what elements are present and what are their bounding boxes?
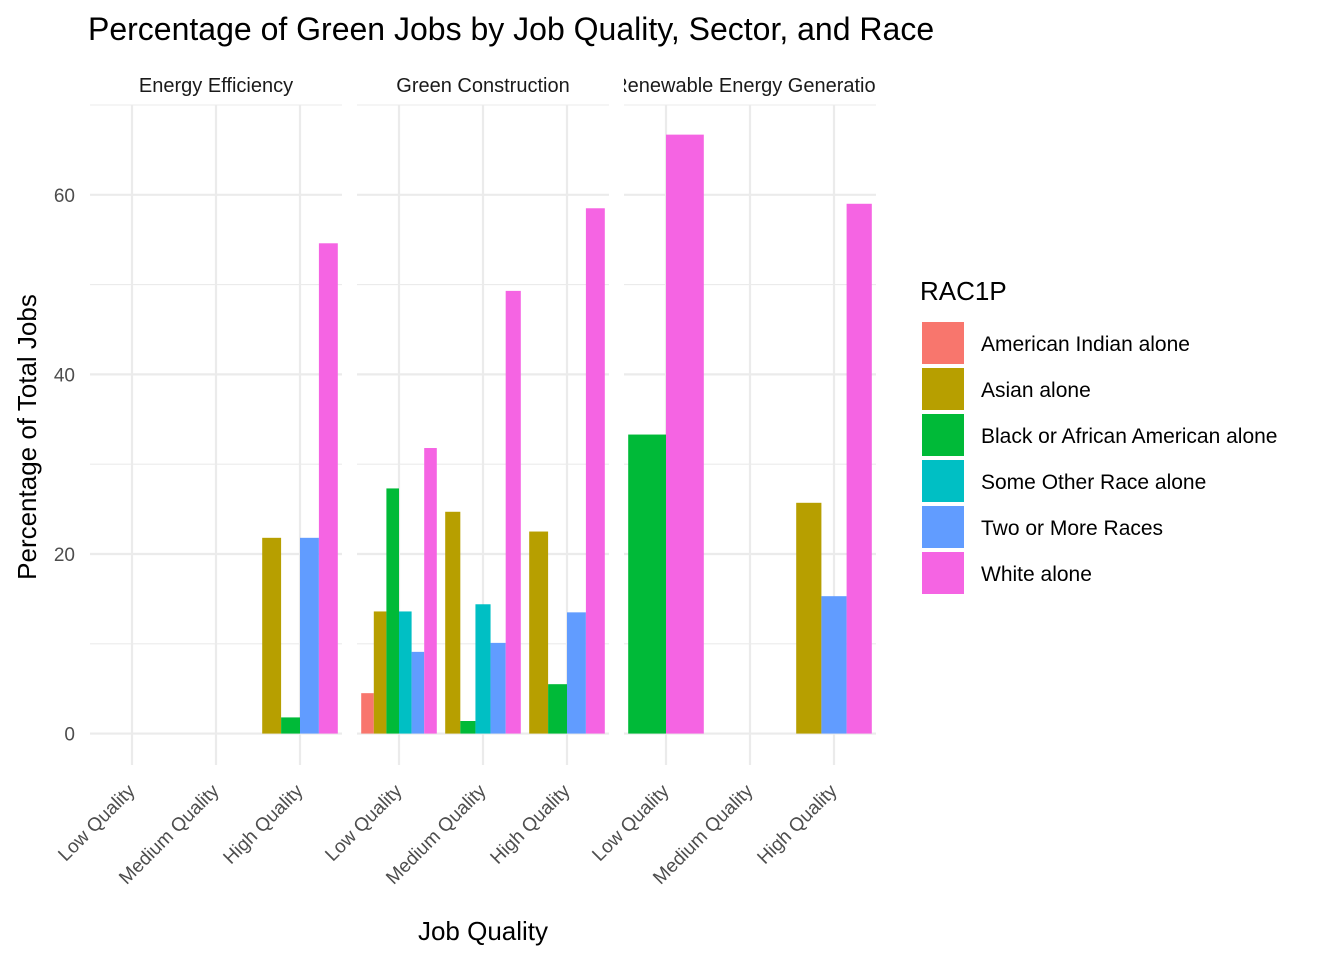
bar	[262, 537, 282, 734]
y-tick-label: 40	[54, 365, 75, 386]
x-tick-label: Low Quality	[321, 780, 406, 865]
y-axis-title: Percentage of Total Jobs	[12, 294, 42, 580]
bar	[411, 651, 425, 734]
bar	[373, 611, 387, 734]
bar	[475, 604, 491, 734]
legend-swatch	[922, 506, 964, 548]
legend-swatch	[922, 552, 964, 594]
facet-strip-label: Green Construction	[396, 75, 569, 97]
bar	[460, 721, 476, 734]
x-tick-label: High Quality	[487, 780, 575, 868]
x-tick-label: Low Quality	[588, 780, 673, 865]
bar	[567, 612, 586, 734]
bar	[361, 693, 374, 734]
x-tick-label: High Quality	[754, 780, 842, 868]
facet-strip-label: Energy Efficiency	[139, 75, 293, 97]
legend-swatch	[922, 368, 964, 410]
bar	[399, 611, 412, 734]
legend-label: Some Other Race alone	[981, 471, 1206, 494]
y-axis-ticks: 0 20 40 60	[54, 186, 75, 746]
bar	[821, 596, 847, 734]
legend-label: Black or African American alone	[981, 425, 1277, 448]
bar	[585, 208, 605, 734]
legend-swatch	[922, 414, 964, 456]
x-axis-title: Job Quality	[418, 916, 548, 946]
bar	[548, 684, 567, 734]
y-tick-label: 20	[54, 545, 75, 566]
bar	[281, 717, 300, 734]
bar	[796, 502, 822, 734]
x-tick-label: Low Quality	[54, 780, 139, 865]
bar	[386, 488, 399, 734]
legend-swatch	[922, 460, 964, 502]
bar	[529, 531, 549, 734]
bar	[300, 537, 319, 734]
bar	[628, 434, 666, 734]
bar	[505, 290, 521, 734]
bar	[424, 448, 437, 734]
legend-label: Asian alone	[981, 379, 1091, 402]
y-tick-label: 60	[54, 186, 75, 207]
bar	[318, 243, 338, 734]
legend-label: White alone	[981, 563, 1092, 586]
legend: RAC1P American Indian alone Asian alone Bl…	[920, 276, 1277, 594]
legend-title: RAC1P	[920, 276, 1007, 306]
bar	[666, 134, 704, 734]
legend-swatch	[922, 322, 964, 364]
y-tick-label: 0	[64, 725, 75, 746]
bar	[846, 203, 872, 734]
bar	[445, 511, 461, 734]
chart-title: Percentage of Green Jobs by Job Quality,…	[88, 11, 934, 47]
legend-label: American Indian alone	[981, 333, 1190, 356]
facet-strip-label: Renewable Energy Generation	[613, 75, 887, 97]
x-tick-label: High Quality	[220, 780, 308, 868]
legend-label: Two or More Races	[981, 517, 1163, 540]
bar	[490, 642, 506, 734]
